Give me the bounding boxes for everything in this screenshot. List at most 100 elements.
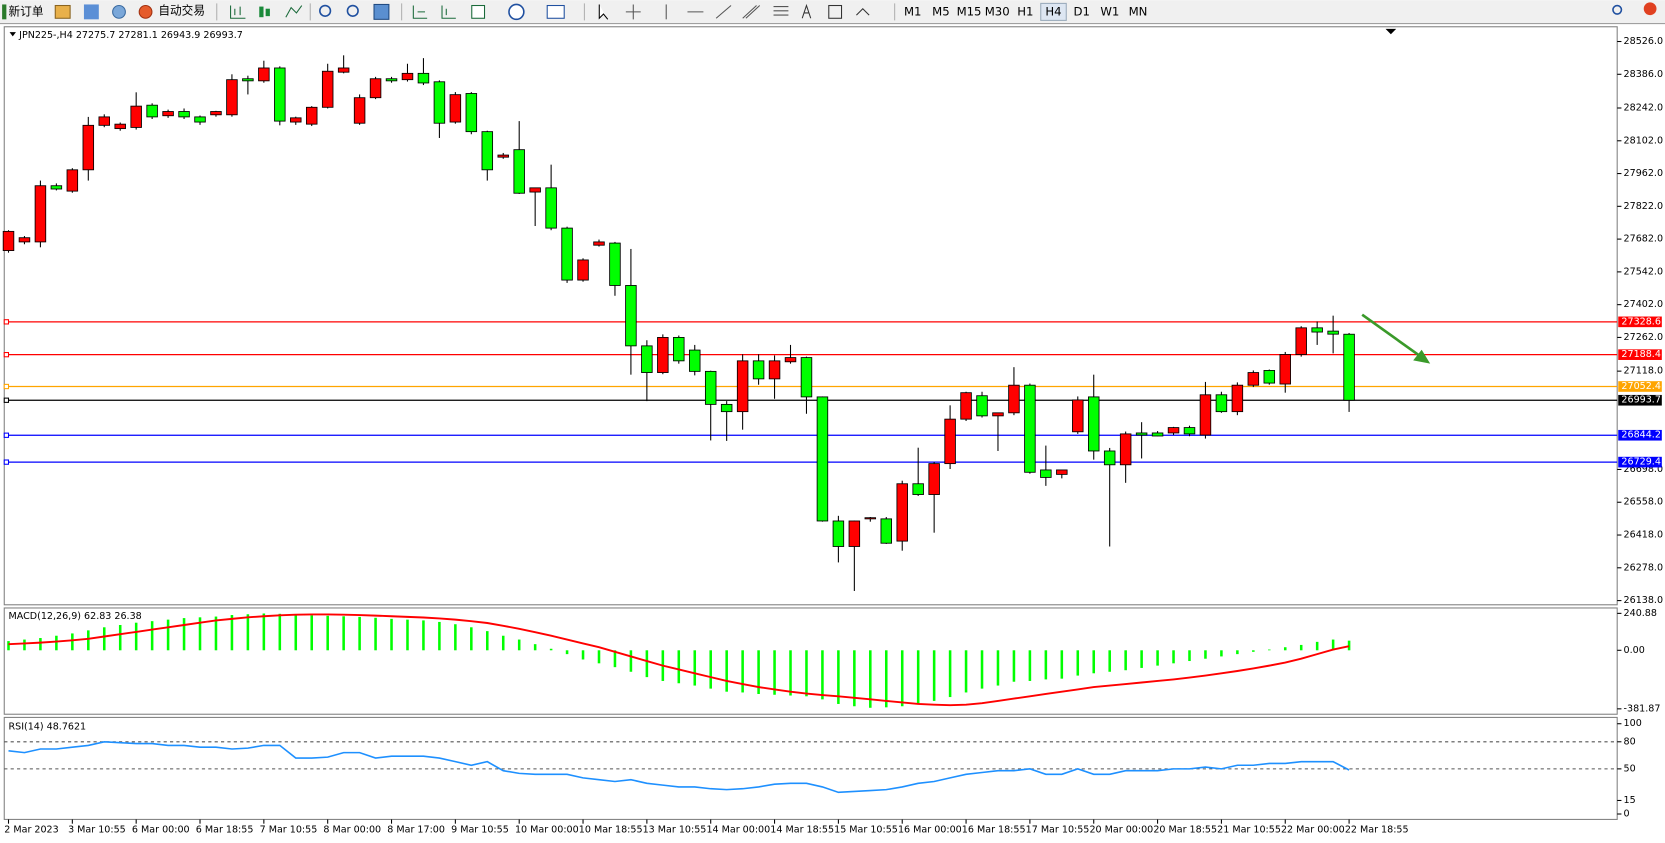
macd-bar: [374, 617, 377, 651]
timeframe-button[interactable]: W1: [1100, 4, 1119, 18]
macd-bar: [406, 619, 409, 651]
macd-bar: [1156, 650, 1159, 666]
candle-body: [1183, 427, 1196, 435]
candle-body: [689, 349, 701, 372]
zoom-in-button[interactable]: [319, 4, 332, 17]
x-tick-label: 2 Mar 2023: [4, 825, 58, 836]
macd-bar: [278, 613, 282, 651]
indicators-button[interactable]: [471, 4, 486, 19]
candle-body: [433, 81, 446, 124]
toolbar-bg: [0, 0, 1665, 24]
label-tool[interactable]: [828, 4, 843, 19]
macd-bar: [55, 635, 58, 651]
macd-bar: [438, 621, 441, 651]
notification-badge[interactable]: [1643, 2, 1657, 16]
price-label: 26729.4: [1621, 457, 1660, 468]
macd-bar: [645, 650, 649, 678]
macd-bar: [214, 616, 218, 651]
candle-body: [2, 230, 15, 252]
candle-chart-button[interactable]: [259, 6, 264, 18]
macd-bar: [390, 618, 393, 651]
y-tick-label: 26138.0: [1624, 595, 1663, 606]
auto-trading-icon[interactable]: [138, 4, 153, 19]
line-chart-button[interactable]: [285, 5, 303, 18]
price-label: 27328.6: [1621, 316, 1660, 327]
x-tick-label: 22 Mar 00:00: [1281, 825, 1345, 836]
timeframe-button[interactable]: H1: [1017, 4, 1033, 18]
rsi-line: [8, 740, 1350, 794]
macd-bar: [39, 638, 42, 651]
timeframe-button[interactable]: M15: [957, 4, 982, 18]
macd-bar: [693, 650, 697, 686]
candle-body: [1167, 427, 1180, 434]
candle-body: [1247, 372, 1260, 386]
candle-body: [1135, 432, 1148, 436]
auto-trading-button[interactable]: 自动交易: [158, 3, 205, 17]
candle-body: [768, 360, 781, 380]
toolbar-icon[interactable]: [83, 4, 99, 20]
price-line-handle: [3, 459, 10, 465]
macd-bar: [422, 620, 425, 651]
macd-bar: [1060, 650, 1064, 679]
candle-body: [1199, 394, 1212, 436]
x-tick-label: 6 Mar 18:55: [196, 825, 254, 836]
crosshair-tool[interactable]: [625, 4, 641, 20]
timeframe-button[interactable]: H4: [1045, 4, 1061, 18]
timeframe-button[interactable]: M30: [985, 4, 1010, 18]
candle-body: [720, 403, 733, 413]
templates-button[interactable]: [546, 4, 565, 19]
x-tick-label: 20 Mar 18:55: [1153, 825, 1217, 836]
macd-bar: [71, 633, 74, 651]
candle-body: [609, 242, 621, 286]
channel-tool[interactable]: [742, 5, 761, 19]
price-label-bg: [1618, 394, 1662, 406]
arrows-tool[interactable]: [856, 7, 870, 16]
candle-body: [832, 520, 845, 547]
fibo-tool[interactable]: [773, 6, 789, 16]
candle-body: [1056, 469, 1068, 475]
macd-bar: [853, 650, 856, 707]
candle-body: [992, 412, 1004, 417]
macd-bar: [1108, 650, 1111, 672]
periods-button[interactable]: [508, 3, 525, 21]
macd-bar: [1315, 641, 1319, 651]
timeframe-button[interactable]: M5: [932, 4, 950, 18]
macd-bar: [837, 650, 840, 704]
macd-bar: [1012, 650, 1016, 682]
candle-body: [944, 418, 956, 465]
x-tick-label: 14 Mar 18:55: [770, 825, 834, 836]
y-tick-label: -381.87: [1624, 703, 1661, 714]
toolbar-icon[interactable]: [112, 4, 126, 19]
text-tool[interactable]: [801, 3, 812, 19]
macd-bar: [597, 650, 601, 664]
title-marker: [9, 32, 16, 37]
shift-button[interactable]: [441, 5, 456, 19]
candle-body: [1040, 469, 1052, 478]
macd-bar: [757, 650, 760, 694]
tile-button[interactable]: [373, 3, 390, 20]
timeframe-button[interactable]: M1: [904, 4, 922, 18]
candle-body: [545, 187, 557, 229]
new-order-icon[interactable]: [2, 4, 7, 20]
candle-chart-button[interactable]: [265, 8, 270, 17]
cursor-tool[interactable]: [598, 4, 609, 20]
autoscroll-button[interactable]: [412, 5, 428, 19]
search-button[interactable]: [1612, 4, 1623, 15]
bar-chart-button[interactable]: [230, 5, 246, 19]
candle-body: [1231, 384, 1244, 413]
trendline-tool[interactable]: [715, 5, 732, 19]
timeframe-button[interactable]: D1: [1073, 4, 1089, 18]
macd-bar: [1124, 650, 1127, 671]
toolbar-icon[interactable]: [54, 4, 71, 19]
new-order-button[interactable]: 新订单: [9, 4, 44, 18]
candle-body: [561, 227, 573, 281]
zoom-out-button[interactable]: [346, 4, 359, 17]
candle-body: [896, 483, 908, 542]
candle-body: [1087, 396, 1100, 452]
timeframe-button[interactable]: MN: [1129, 4, 1148, 18]
price-label: 26993.7: [1621, 395, 1660, 406]
candle-body: [337, 67, 350, 73]
candle-body: [34, 185, 47, 243]
y-tick-label: 27542.0: [1624, 266, 1663, 277]
